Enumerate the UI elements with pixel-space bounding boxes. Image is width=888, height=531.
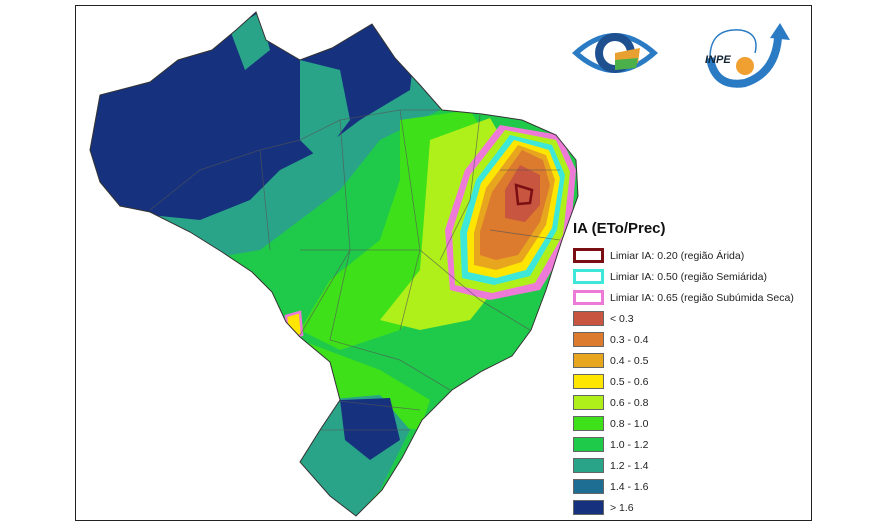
legend: IA (ETo/Prec) Limiar IA: 0.20 (região Ár… <box>573 220 794 518</box>
legend-color-swatch <box>573 374 604 389</box>
legend-color-swatch <box>573 500 604 515</box>
legend-class-item: 0.4 - 0.5 <box>573 350 794 371</box>
legend-class-item: 0.3 - 0.4 <box>573 329 794 350</box>
legend-label: 0.6 - 0.8 <box>610 396 649 409</box>
legend-label: 0.8 - 1.0 <box>610 417 649 430</box>
legend-color-swatch <box>573 311 604 326</box>
legend-color-swatch <box>573 353 604 368</box>
legend-label: Limiar IA: 0.65 (região Subúmida Seca) <box>610 291 794 304</box>
legend-label: 0.3 - 0.4 <box>610 333 649 346</box>
legend-class-item: 1.4 - 1.6 <box>573 476 794 497</box>
legend-color-swatch <box>573 395 604 410</box>
legend-threshold-item: Limiar IA: 0.65 (região Subúmida Seca) <box>573 287 794 308</box>
state-borders <box>149 109 561 431</box>
legend-color-swatch <box>573 458 604 473</box>
legend-label: 0.5 - 0.6 <box>610 375 649 388</box>
legend-label: < 0.3 <box>610 312 634 325</box>
legend-color-swatch <box>573 416 604 431</box>
legend-class-item: 0.6 - 0.8 <box>573 392 794 413</box>
legend-label: Limiar IA: 0.50 (região Semiárida) <box>610 270 767 283</box>
eye-logo <box>572 33 658 73</box>
legend-threshold-item: Limiar IA: 0.20 (região Árida) <box>573 245 794 266</box>
inpe-logo: INPE <box>705 23 790 88</box>
legend-color-swatch <box>573 479 604 494</box>
legend-label: 0.4 - 0.5 <box>610 354 649 367</box>
legend-label: > 1.6 <box>610 501 634 514</box>
zone-1.2-1.4-amapa <box>300 60 350 160</box>
logos: INPE <box>572 23 790 88</box>
legend-class-item: > 1.6 <box>573 497 794 518</box>
legend-label: 1.2 - 1.4 <box>610 459 649 472</box>
legend-outline-swatch <box>573 290 604 305</box>
zone-south-gt-1.6 <box>340 398 400 460</box>
legend-class-item: 0.8 - 1.0 <box>573 413 794 434</box>
legend-outline-swatch <box>573 248 604 263</box>
map-frame <box>75 5 812 521</box>
legend-title: IA (ETo/Prec) <box>573 220 666 237</box>
legend-class-item: 1.0 - 1.2 <box>573 434 794 455</box>
threshold-0.20 <box>514 183 534 206</box>
legend-label: Limiar IA: 0.20 (região Árida) <box>610 249 745 262</box>
legend-class-item: 1.2 - 1.4 <box>573 455 794 476</box>
legend-class-item: < 0.3 <box>573 308 794 329</box>
brazil-outline <box>89 11 579 517</box>
legend-class-item: 0.5 - 0.6 <box>573 371 794 392</box>
legend-outline-swatch <box>573 269 604 284</box>
zone-lt-0.3 <box>505 165 540 222</box>
legend-label: 1.0 - 1.2 <box>610 438 649 451</box>
legend-color-swatch <box>573 437 604 452</box>
legend-color-swatch <box>573 332 604 347</box>
legend-label: 1.4 - 1.6 <box>610 480 649 493</box>
inpe-logo-text: INPE <box>705 54 731 66</box>
legend-threshold-item: Limiar IA: 0.50 (região Semiárida) <box>573 266 794 287</box>
